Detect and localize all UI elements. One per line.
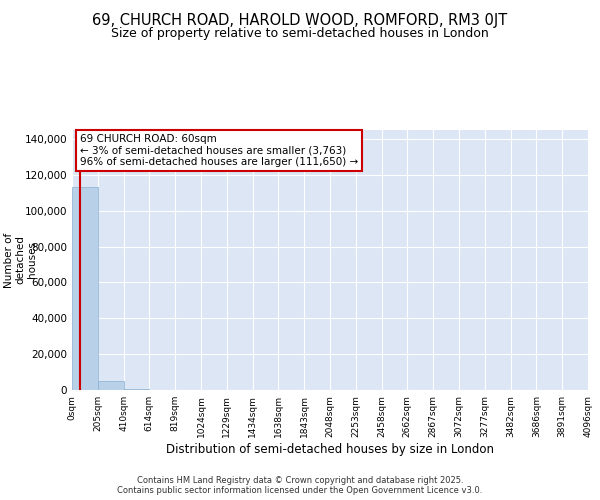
- Bar: [72, 186, 98, 390]
- Y-axis label: Number of
detached
houses: Number of detached houses: [4, 232, 37, 287]
- Text: 69 CHURCH ROAD: 60sqm
← 3% of semi-detached houses are smaller (3,763)
96% of se: 69 CHURCH ROAD: 60sqm ← 3% of semi-detac…: [80, 134, 358, 167]
- X-axis label: Distribution of semi-detached houses by size in London: Distribution of semi-detached houses by …: [166, 442, 494, 456]
- Text: Contains HM Land Registry data © Crown copyright and database right 2025.
Contai: Contains HM Land Registry data © Crown c…: [118, 476, 482, 495]
- Text: Size of property relative to semi-detached houses in London: Size of property relative to semi-detach…: [111, 28, 489, 40]
- Bar: [124, 389, 149, 390]
- Text: 69, CHURCH ROAD, HAROLD WOOD, ROMFORD, RM3 0JT: 69, CHURCH ROAD, HAROLD WOOD, ROMFORD, R…: [92, 12, 508, 28]
- Bar: [98, 381, 124, 390]
